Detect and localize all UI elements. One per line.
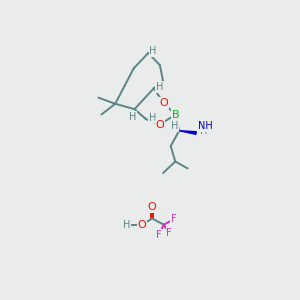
Text: H: H (148, 112, 156, 123)
Text: H: H (200, 127, 207, 136)
Text: O: O (159, 98, 168, 108)
Polygon shape (179, 131, 196, 134)
Text: H: H (129, 112, 137, 122)
Text: O: O (138, 220, 147, 230)
Text: O: O (155, 119, 164, 130)
Text: H: H (171, 121, 178, 131)
Text: F: F (166, 228, 172, 238)
Text: F: F (156, 230, 162, 240)
Text: B: B (172, 110, 179, 119)
Text: NH: NH (198, 121, 213, 131)
Text: F: F (171, 214, 177, 224)
Text: O: O (148, 202, 157, 212)
Text: H: H (122, 220, 130, 230)
Text: H: H (156, 82, 164, 92)
Text: H: H (149, 46, 157, 56)
